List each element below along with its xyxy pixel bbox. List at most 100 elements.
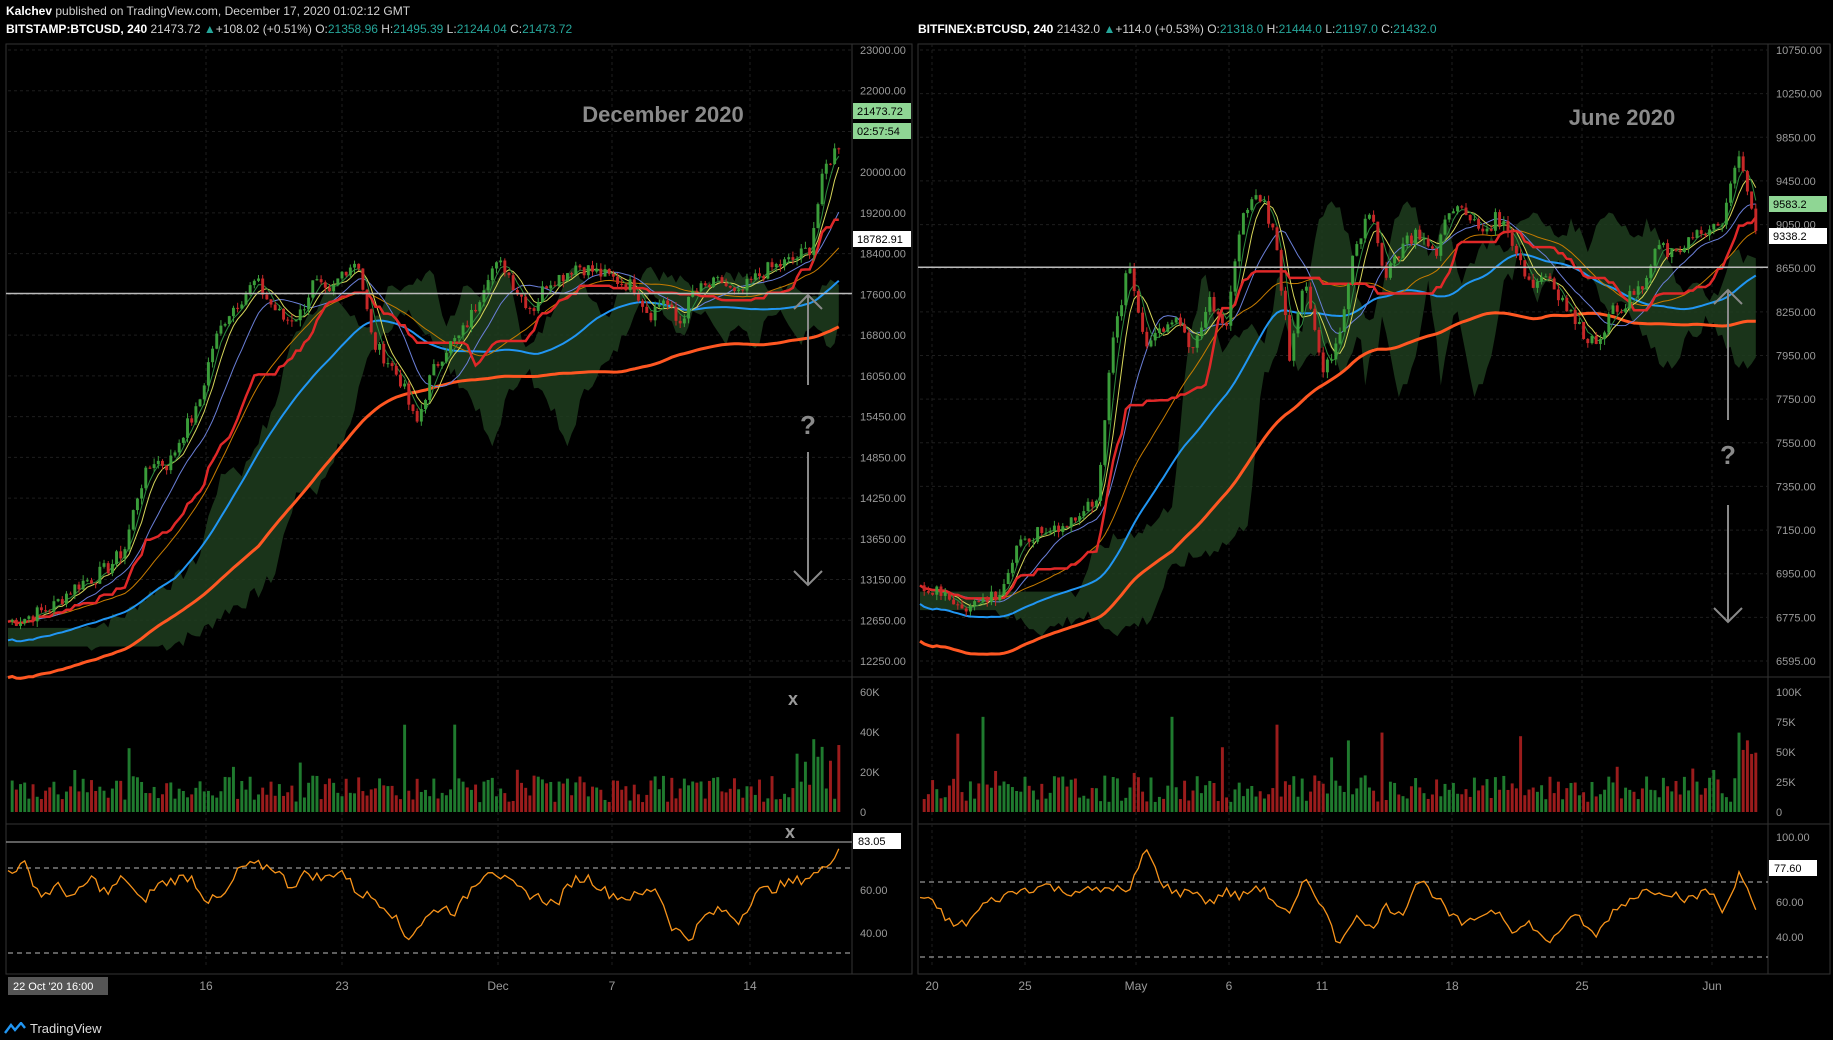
symbol-right[interactable]: BITFINEX:BTCUSD, 240 xyxy=(918,22,1054,36)
volume-bar xyxy=(177,788,181,812)
candle-body xyxy=(820,173,824,205)
volume-bar xyxy=(745,786,749,812)
volume-bar xyxy=(215,797,219,812)
volume-bar xyxy=(616,780,620,812)
volume-bar xyxy=(1561,799,1565,812)
volume-bar xyxy=(10,780,14,812)
candle-body xyxy=(803,247,807,249)
candle-body xyxy=(177,442,181,453)
candle-body xyxy=(1712,223,1716,230)
candle-body xyxy=(1010,562,1014,573)
volume-bar xyxy=(520,782,523,812)
volume-bar xyxy=(436,798,440,812)
volume-bar xyxy=(1691,768,1695,812)
volume-bar xyxy=(35,796,39,812)
volume-bar xyxy=(1506,789,1510,812)
volume-bar xyxy=(939,798,943,812)
volume-bar xyxy=(1376,801,1380,812)
volume-bar xyxy=(795,753,799,812)
candle-body xyxy=(926,591,930,593)
candle-body xyxy=(766,262,770,279)
candle-body xyxy=(1183,324,1187,333)
volume-bar xyxy=(277,784,281,812)
volume-bar xyxy=(1447,789,1451,812)
candle-body xyxy=(728,285,732,288)
candle-body xyxy=(1233,261,1237,292)
volume-bar xyxy=(960,792,964,812)
candle-body xyxy=(1699,230,1703,234)
volume-bar xyxy=(328,778,331,812)
candle-body xyxy=(1304,286,1308,291)
candle-body xyxy=(636,293,640,301)
volume-bar xyxy=(787,797,791,812)
rsi-value-label: 77.60 xyxy=(1774,863,1802,875)
candle-body xyxy=(1485,228,1489,232)
candle-body xyxy=(624,284,628,291)
candle-body xyxy=(135,498,139,511)
candle-body xyxy=(1430,246,1434,249)
candle-body xyxy=(1220,314,1224,324)
volume-bar xyxy=(1027,785,1031,812)
volume-bar xyxy=(956,733,960,812)
candle-body xyxy=(173,452,177,456)
volume-bar xyxy=(1456,793,1460,812)
volume-bar xyxy=(52,781,56,812)
candle-body xyxy=(943,592,947,596)
volume-bar xyxy=(198,781,202,812)
candle-body xyxy=(77,584,81,590)
volume-bar xyxy=(1552,793,1556,812)
volume-bar xyxy=(1598,794,1602,812)
price-tick-label: 7350.00 xyxy=(1776,481,1816,493)
volume-bar xyxy=(1451,782,1455,812)
candle-body xyxy=(1170,322,1174,325)
volume-bar xyxy=(1628,789,1632,812)
symbol-left[interactable]: BITSTAMP:BTCUSD, 240 xyxy=(6,22,148,36)
candle-body xyxy=(449,341,453,353)
volume-bar xyxy=(211,795,215,812)
candle-body xyxy=(64,593,68,605)
volume-bar xyxy=(1388,781,1392,812)
candle-body xyxy=(1052,525,1056,532)
volume-bar xyxy=(549,781,553,812)
author-name[interactable]: Kalchev xyxy=(6,4,53,18)
volume-bar xyxy=(1149,777,1153,812)
volume-bar xyxy=(1519,736,1523,812)
candle-body xyxy=(1078,516,1082,521)
volume-bar xyxy=(1666,786,1670,812)
volume-bar xyxy=(373,788,377,812)
candle-body xyxy=(361,268,365,290)
volume-bar xyxy=(620,789,624,812)
volume-bar xyxy=(1128,787,1132,812)
candle-body xyxy=(1556,289,1560,301)
volume-bar xyxy=(1292,776,1296,812)
brand-name[interactable]: TradingView xyxy=(30,1020,102,1036)
candle-body xyxy=(52,601,56,612)
candle-body xyxy=(98,566,102,584)
candle-body xyxy=(44,610,48,612)
candle-body xyxy=(1481,228,1485,232)
candle-body xyxy=(415,411,419,422)
volume-bar xyxy=(1120,800,1124,812)
price-tick-label: 7550.00 xyxy=(1776,438,1816,450)
candle-body xyxy=(1565,297,1569,312)
candle-body xyxy=(1531,279,1535,288)
volume-bar xyxy=(1670,791,1674,812)
volume-bar xyxy=(1657,797,1661,812)
volume-bar xyxy=(931,780,935,812)
candle-body xyxy=(486,280,490,291)
volume-bar xyxy=(994,770,998,812)
price-tick-label: 6775.00 xyxy=(1776,612,1816,624)
candle-body xyxy=(1640,286,1644,290)
volume-bar xyxy=(1477,790,1481,812)
level-price-label: 9338.2 xyxy=(1773,231,1807,243)
volume-bar xyxy=(1422,793,1426,812)
volume-bar xyxy=(1178,799,1182,812)
volume-bar xyxy=(528,795,532,812)
candle-body xyxy=(816,204,820,229)
volume-bar xyxy=(699,781,703,812)
volume-bar xyxy=(1674,781,1678,812)
level-price-label: 18782.91 xyxy=(857,234,903,246)
candle-body xyxy=(724,282,728,286)
countdown-label: 02:57:54 xyxy=(857,126,900,138)
